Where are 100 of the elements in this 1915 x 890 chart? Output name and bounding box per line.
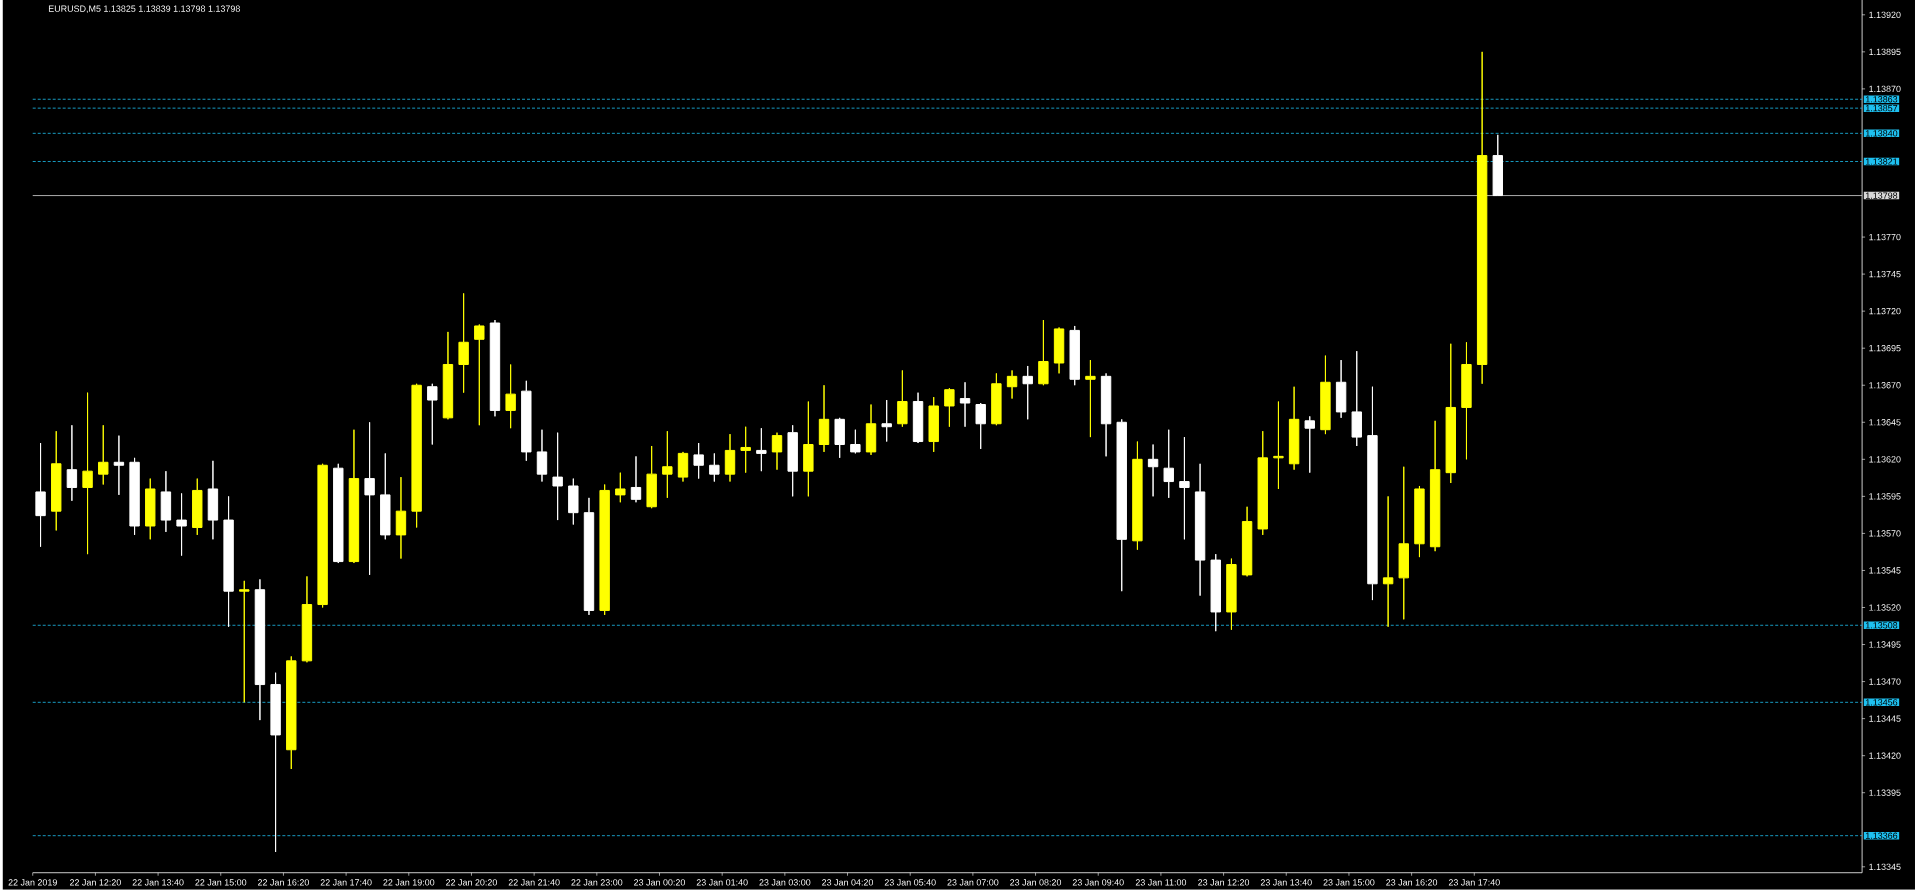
y-tick-label: 1.13470: [1869, 678, 1901, 685]
candlestick: [646, 445, 657, 509]
candlestick: [66, 424, 78, 502]
y-tick-label: 1.13445: [1869, 715, 1901, 722]
candlestick: [1038, 319, 1049, 386]
candlestick: [270, 672, 281, 853]
x-tick-label: 22 Jan 23:00: [571, 879, 623, 886]
candlestick: [411, 383, 422, 529]
candlestick: [254, 578, 266, 721]
candlestick: [615, 472, 626, 503]
candlestick: [113, 435, 125, 496]
candlestick: [1194, 463, 1206, 597]
candlestick: [1445, 343, 1456, 484]
candlestick: [1132, 441, 1143, 551]
x-tick-label: 23 Jan 00:20: [634, 879, 686, 886]
y-tick-label: 1.13345: [1869, 863, 1901, 871]
x-tick-label: 23 Jan 04:20: [822, 879, 874, 886]
candlestick: [583, 497, 595, 616]
candlestick: [834, 417, 845, 459]
candlestick: [333, 463, 344, 564]
candlestick: [756, 427, 767, 472]
candlestick: [1304, 415, 1315, 474]
candlestick: [1320, 355, 1331, 435]
candlestick: [1147, 444, 1159, 498]
candlestick: [51, 430, 62, 532]
ref-line-label: 1.13840: [1865, 130, 1898, 137]
y-tick-label: 1.13395: [1869, 789, 1901, 797]
candlestick: [286, 656, 297, 770]
y-tick-label: 1.13920: [1869, 11, 1901, 19]
candlestick: [505, 364, 516, 429]
candlestick: [865, 404, 877, 456]
x-tick-label: 22 Jan 16:20: [258, 879, 309, 886]
x-tick-label: 22 Jan 2019: [8, 879, 57, 886]
y-tick-label: 1.13895: [1869, 48, 1901, 56]
candlestick: [364, 421, 375, 576]
y-tick-label: 1.13620: [1869, 456, 1901, 463]
candlestick: [677, 451, 689, 483]
candlestick: [1053, 327, 1065, 375]
y-tick-label: 1.13545: [1869, 567, 1901, 574]
y-tick-label: 1.13720: [1869, 308, 1901, 315]
x-tick-label: 23 Jan 09:40: [1072, 879, 1124, 886]
candlestick: [301, 576, 313, 663]
candlestick: [1351, 350, 1362, 447]
candlestick: [160, 470, 172, 533]
candlestick: [944, 387, 955, 428]
candlestick: [1429, 420, 1441, 552]
x-tick-label: 22 Jan 17:40: [320, 879, 372, 886]
x-tick-label: 23 Jan 05:40: [884, 879, 936, 886]
candlestick: [818, 384, 830, 453]
x-tick-label: 23 Jan 13:40: [1260, 879, 1312, 886]
y-tick-label: 1.13670: [1869, 382, 1901, 389]
x-tick-label: 22 Jan 15:00: [195, 879, 247, 886]
y-tick-label: 1.13695: [1869, 345, 1901, 352]
candlestick: [1288, 386, 1300, 471]
x-tick-label: 22 Jan 20:20: [446, 879, 497, 886]
candlestick: [975, 402, 986, 450]
x-tick-label: 23 Jan 11:00: [1135, 879, 1187, 886]
x-tick-label: 22 Jan 19:00: [383, 879, 435, 886]
x-tick-label: 22 Jan 12:20: [69, 879, 121, 886]
candlestick: [1069, 325, 1080, 386]
candlestick: [724, 433, 736, 483]
ref-line-label: 1.13798: [1865, 192, 1898, 199]
candlestick: [489, 319, 501, 417]
candlestick: [1006, 370, 1018, 400]
candlestick: [348, 429, 360, 564]
candlestick: [192, 478, 203, 536]
candlestick: [1163, 429, 1174, 499]
candlestick: [474, 324, 485, 426]
x-tick-label: 23 Jan 01:40: [696, 879, 748, 886]
ref-line-label: 1.13857: [1865, 105, 1898, 112]
candlestick: [1398, 466, 1409, 620]
ref-line-label: 1.13863: [1865, 96, 1898, 103]
candlestick: [897, 370, 908, 428]
candlestick: [1085, 359, 1096, 438]
x-tick-label: 23 Jan 16:20: [1386, 879, 1438, 886]
candlestick: [803, 401, 814, 498]
candlestick: [599, 484, 610, 616]
candlestick: [207, 460, 219, 540]
candlestick: [223, 496, 234, 628]
candlestick: [82, 392, 93, 555]
candlestick: [740, 426, 751, 474]
candlestick: [442, 331, 454, 420]
y-tick-label: 1.13420: [1869, 752, 1901, 759]
candlestick: [35, 442, 46, 548]
x-tick-label: 23 Jan 17:40: [1448, 879, 1500, 886]
candlestick: [176, 493, 187, 557]
candlestick: [771, 432, 783, 471]
candlestick: [552, 432, 563, 521]
candlestick: [1461, 341, 1472, 460]
candlestick: [1492, 134, 1503, 197]
candlestick: [1335, 359, 1347, 419]
candlestick: [1210, 553, 1221, 632]
x-tick-label: 22 Jan 21:40: [508, 879, 560, 886]
candlestick: [1226, 558, 1237, 631]
candlestick: [1476, 51, 1488, 385]
x-tick-label: 23 Jan 07:00: [947, 879, 999, 886]
candlestick: [1116, 418, 1127, 592]
candlestick: [427, 383, 438, 446]
candlestick: [630, 456, 642, 503]
candlestick: [521, 380, 532, 462]
